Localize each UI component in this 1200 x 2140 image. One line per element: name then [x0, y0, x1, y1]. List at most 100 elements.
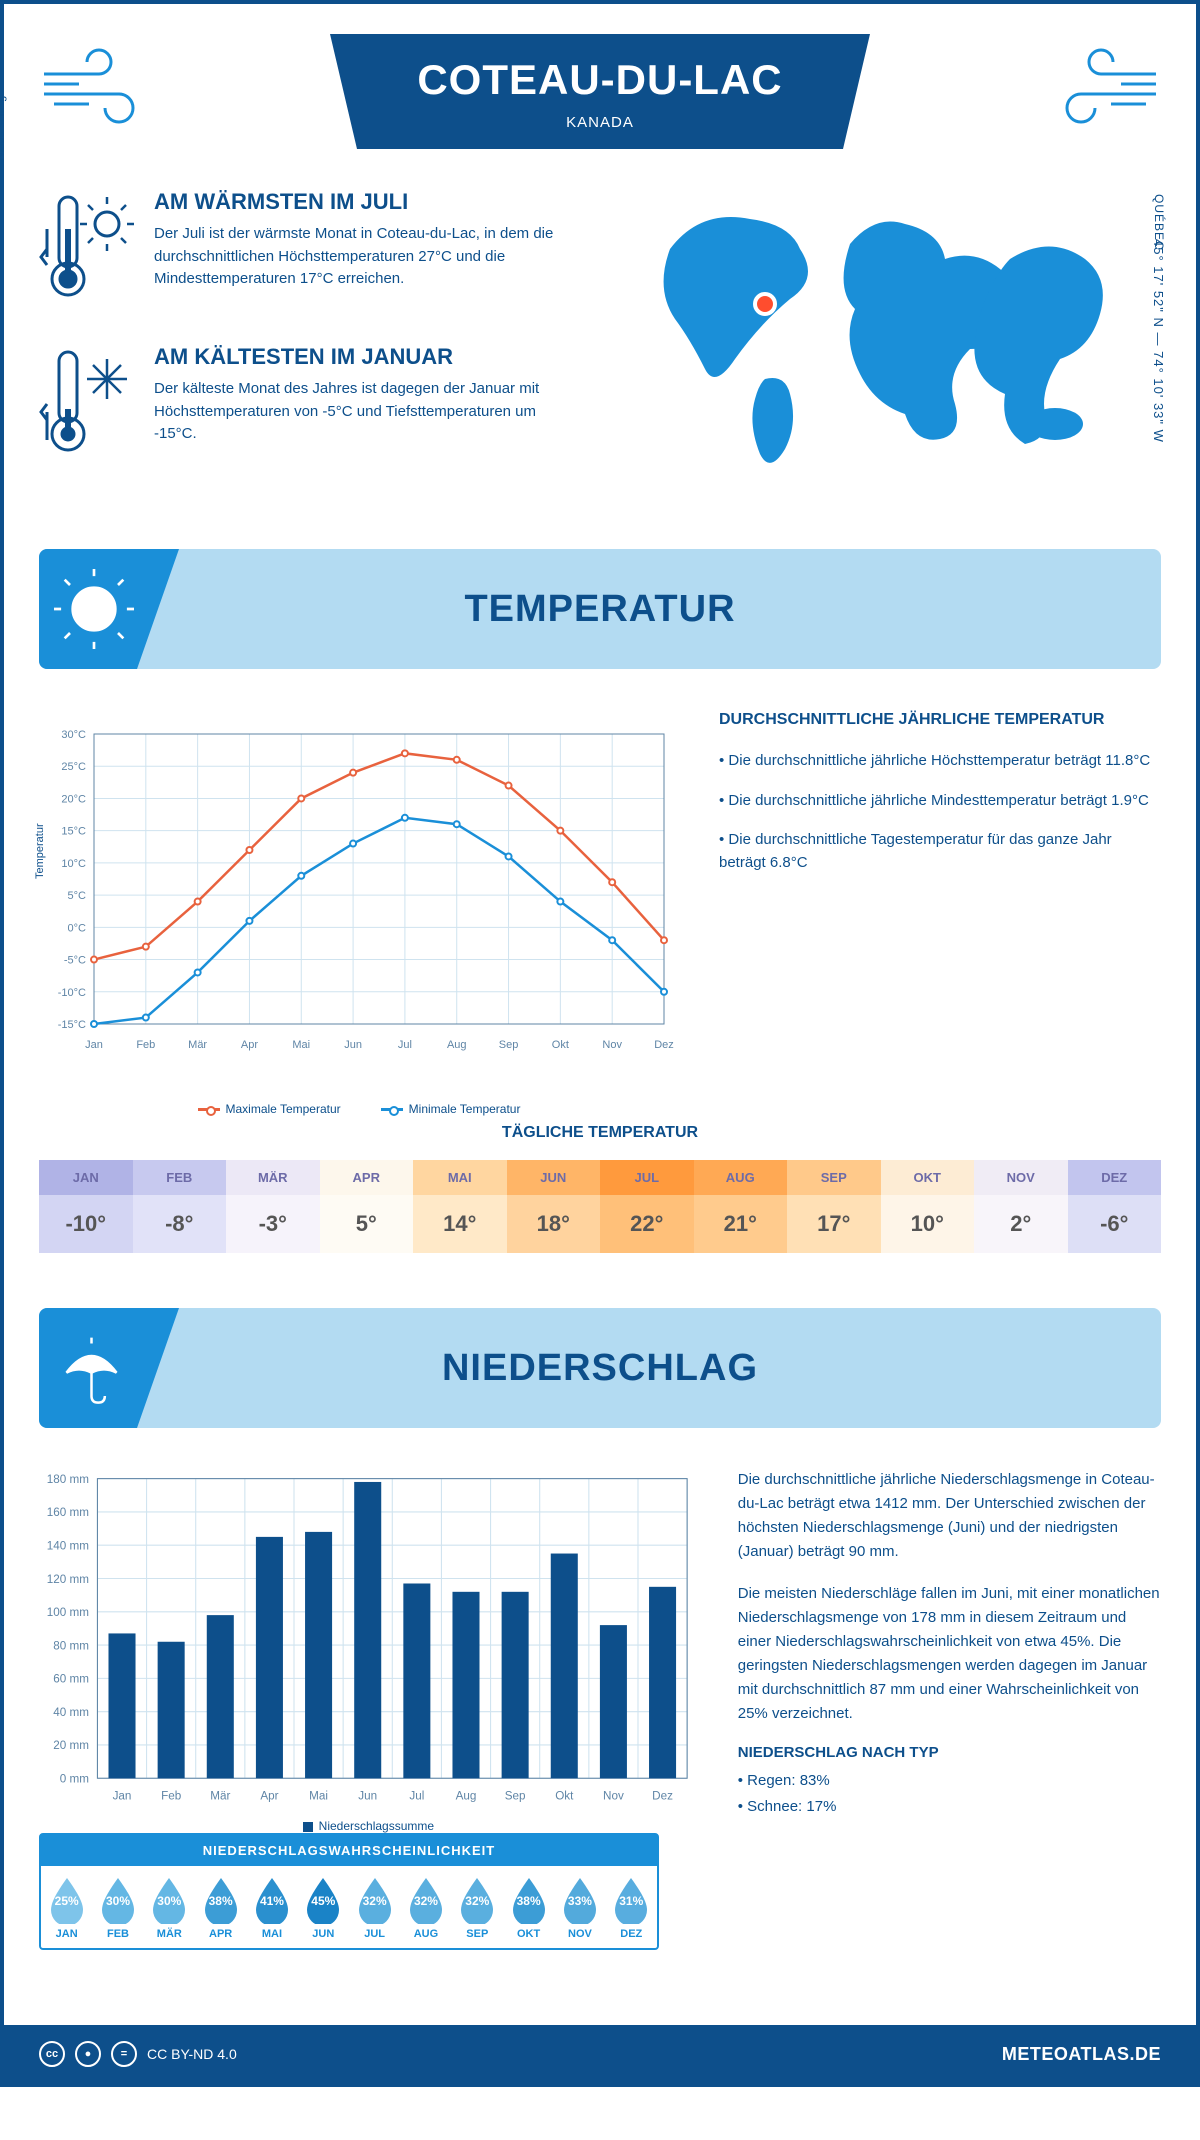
- daily-temp-cell: JUL 22°: [600, 1160, 694, 1253]
- svg-text:140 mm: 140 mm: [47, 1539, 89, 1552]
- precip-legend-label: Niederschlagssumme: [319, 1819, 434, 1833]
- header: COTEAU-DU-LAC KANADA: [39, 34, 1161, 149]
- svg-text:Mai: Mai: [309, 1790, 328, 1803]
- warmest-title: AM WÄRMSTEN IM JULI: [154, 189, 579, 215]
- prob-cell: 31% DEZ: [606, 1866, 657, 1948]
- svg-text:Okt: Okt: [552, 1039, 569, 1051]
- daily-temp-cell: MAI 14°: [413, 1160, 507, 1253]
- svg-text:Mär: Mär: [188, 1039, 207, 1051]
- prob-cell: 25% JAN: [41, 1866, 92, 1948]
- prob-cell: 32% AUG: [400, 1866, 451, 1948]
- temp-bullet: • Die durchschnittliche jährliche Höchst…: [719, 749, 1161, 772]
- license-label: CC BY-ND 4.0: [147, 2046, 237, 2062]
- precip-bar-chart: Niederschlag 0 mm20 mm40 mm60 mm80 mm100…: [39, 1468, 698, 1833]
- warmest-text: Der Juli ist der wärmste Monat in Coteau…: [154, 223, 579, 291]
- temperature-title: TEMPERATUR: [464, 588, 735, 631]
- svg-text:Jun: Jun: [358, 1790, 377, 1803]
- precip-type: • Regen: 83%: [738, 1769, 1161, 1793]
- svg-text:Aug: Aug: [447, 1039, 467, 1051]
- prob-cell: 33% NOV: [554, 1866, 605, 1948]
- temperature-line-chart: Temperatur -15°C-10°C-5°C0°C5°C10°C15°C2…: [39, 709, 679, 1089]
- daily-temp-cell: OKT 10°: [881, 1160, 975, 1253]
- daily-temp-cell: NOV 2°: [974, 1160, 1068, 1253]
- svg-text:0 mm: 0 mm: [60, 1773, 89, 1786]
- svg-text:120 mm: 120 mm: [47, 1573, 89, 1586]
- svg-text:-10°C: -10°C: [58, 987, 86, 999]
- nd-icon: =: [111, 2041, 137, 2067]
- daily-temp-cell: AUG 21°: [694, 1160, 788, 1253]
- wind-icon: [39, 44, 159, 134]
- precip-legend: Niederschlagssumme: [39, 1819, 698, 1833]
- precip-y-axis-label: Niederschlag: [0, 96, 7, 160]
- svg-text:Sep: Sep: [505, 1790, 526, 1803]
- precip-type-title: NIEDERSCHLAG NACH TYP: [738, 1744, 1161, 1761]
- prob-cell: 38% APR: [195, 1866, 246, 1948]
- world-map-icon: [650, 189, 1120, 474]
- precip-title: NIEDERSCHLAG: [442, 1347, 758, 1390]
- svg-text:Apr: Apr: [241, 1039, 258, 1051]
- legend-min-label: Minimale Temperatur: [409, 1102, 521, 1116]
- svg-text:20°C: 20°C: [61, 793, 86, 805]
- country-label: KANADA: [360, 114, 840, 131]
- prob-cell: 41% MAI: [246, 1866, 297, 1948]
- coldest-fact: AM KÄLTESTEN IM JANUAR Der kälteste Mona…: [39, 344, 579, 469]
- temp-legend: Maximale Temperatur Minimale Temperatur: [39, 1102, 679, 1116]
- prob-cell: 45% JUN: [298, 1866, 349, 1948]
- svg-text:160 mm: 160 mm: [47, 1506, 89, 1519]
- prob-cell: 38% OKT: [503, 1866, 554, 1948]
- svg-text:Nov: Nov: [603, 1790, 624, 1803]
- svg-text:Jun: Jun: [344, 1039, 362, 1051]
- precip-probability-box: NIEDERSCHLAGSWAHRSCHEINLICHKEIT 25% JAN …: [39, 1833, 659, 1950]
- thermometer-snow-icon: [39, 344, 134, 469]
- page-title: COTEAU-DU-LAC: [360, 56, 840, 104]
- svg-text:Sep: Sep: [499, 1039, 519, 1051]
- svg-text:60 mm: 60 mm: [53, 1673, 89, 1686]
- precip-type: • Schnee: 17%: [738, 1795, 1161, 1819]
- sun-icon: [39, 549, 179, 669]
- warmest-fact: AM WÄRMSTEN IM JULI Der Juli ist der wär…: [39, 189, 579, 314]
- svg-text:Apr: Apr: [260, 1790, 278, 1803]
- coldest-title: AM KÄLTESTEN IM JANUAR: [154, 344, 579, 370]
- svg-text:180 mm: 180 mm: [47, 1473, 89, 1486]
- daily-temp-cell: DEZ -6°: [1068, 1160, 1162, 1253]
- daily-temp-cell: FEB -8°: [133, 1160, 227, 1253]
- svg-text:Okt: Okt: [555, 1790, 574, 1803]
- precip-text-2: Die meisten Niederschläge fallen im Juni…: [738, 1582, 1161, 1726]
- footer: cc ● = CC BY-ND 4.0 METEOATLAS.DE: [4, 2025, 1196, 2083]
- prob-cell: 32% SEP: [452, 1866, 503, 1948]
- svg-text:Feb: Feb: [161, 1790, 181, 1803]
- temperature-section-header: TEMPERATUR: [39, 549, 1161, 669]
- svg-text:Feb: Feb: [136, 1039, 155, 1051]
- svg-text:Mär: Mär: [210, 1790, 230, 1803]
- prob-cell: 30% MÄR: [144, 1866, 195, 1948]
- svg-text:-15°C: -15°C: [58, 1019, 86, 1031]
- svg-text:5°C: 5°C: [68, 890, 87, 902]
- wind-icon: [1041, 44, 1161, 134]
- svg-text:100 mm: 100 mm: [47, 1606, 89, 1619]
- svg-text:Mai: Mai: [292, 1039, 310, 1051]
- cc-icon: cc: [39, 2041, 65, 2067]
- svg-text:Jul: Jul: [409, 1790, 424, 1803]
- prob-title: NIEDERSCHLAGSWAHRSCHEINLICHKEIT: [41, 1835, 657, 1866]
- svg-text:0°C: 0°C: [68, 922, 87, 934]
- thermometer-sun-icon: [39, 189, 134, 314]
- coldest-text: Der kälteste Monat des Jahres ist dagege…: [154, 378, 579, 446]
- umbrella-icon: [39, 1308, 179, 1428]
- svg-text:Aug: Aug: [456, 1790, 477, 1803]
- by-icon: ●: [75, 2041, 101, 2067]
- daily-temp-table: JAN -10°FEB -8°MÄR -3°APR 5°MAI 14°JUN 1…: [39, 1160, 1161, 1253]
- svg-text:40 mm: 40 mm: [53, 1706, 89, 1719]
- svg-text:30°C: 30°C: [61, 729, 86, 741]
- svg-text:Jan: Jan: [85, 1039, 103, 1051]
- svg-text:Dez: Dez: [654, 1039, 674, 1051]
- svg-text:15°C: 15°C: [61, 826, 86, 838]
- daily-temp-title: TÄGLICHE TEMPERATUR: [39, 1124, 1161, 1142]
- svg-text:80 mm: 80 mm: [53, 1639, 89, 1652]
- daily-temp-cell: JAN -10°: [39, 1160, 133, 1253]
- precip-section-header: NIEDERSCHLAG: [39, 1308, 1161, 1428]
- temp-bullet: • Die durchschnittliche Tagestemperatur …: [719, 828, 1161, 875]
- svg-text:25°C: 25°C: [61, 761, 86, 773]
- site-label: METEOATLAS.DE: [1002, 2044, 1161, 2065]
- svg-text:Nov: Nov: [602, 1039, 622, 1051]
- legend-max-label: Maximale Temperatur: [226, 1102, 341, 1116]
